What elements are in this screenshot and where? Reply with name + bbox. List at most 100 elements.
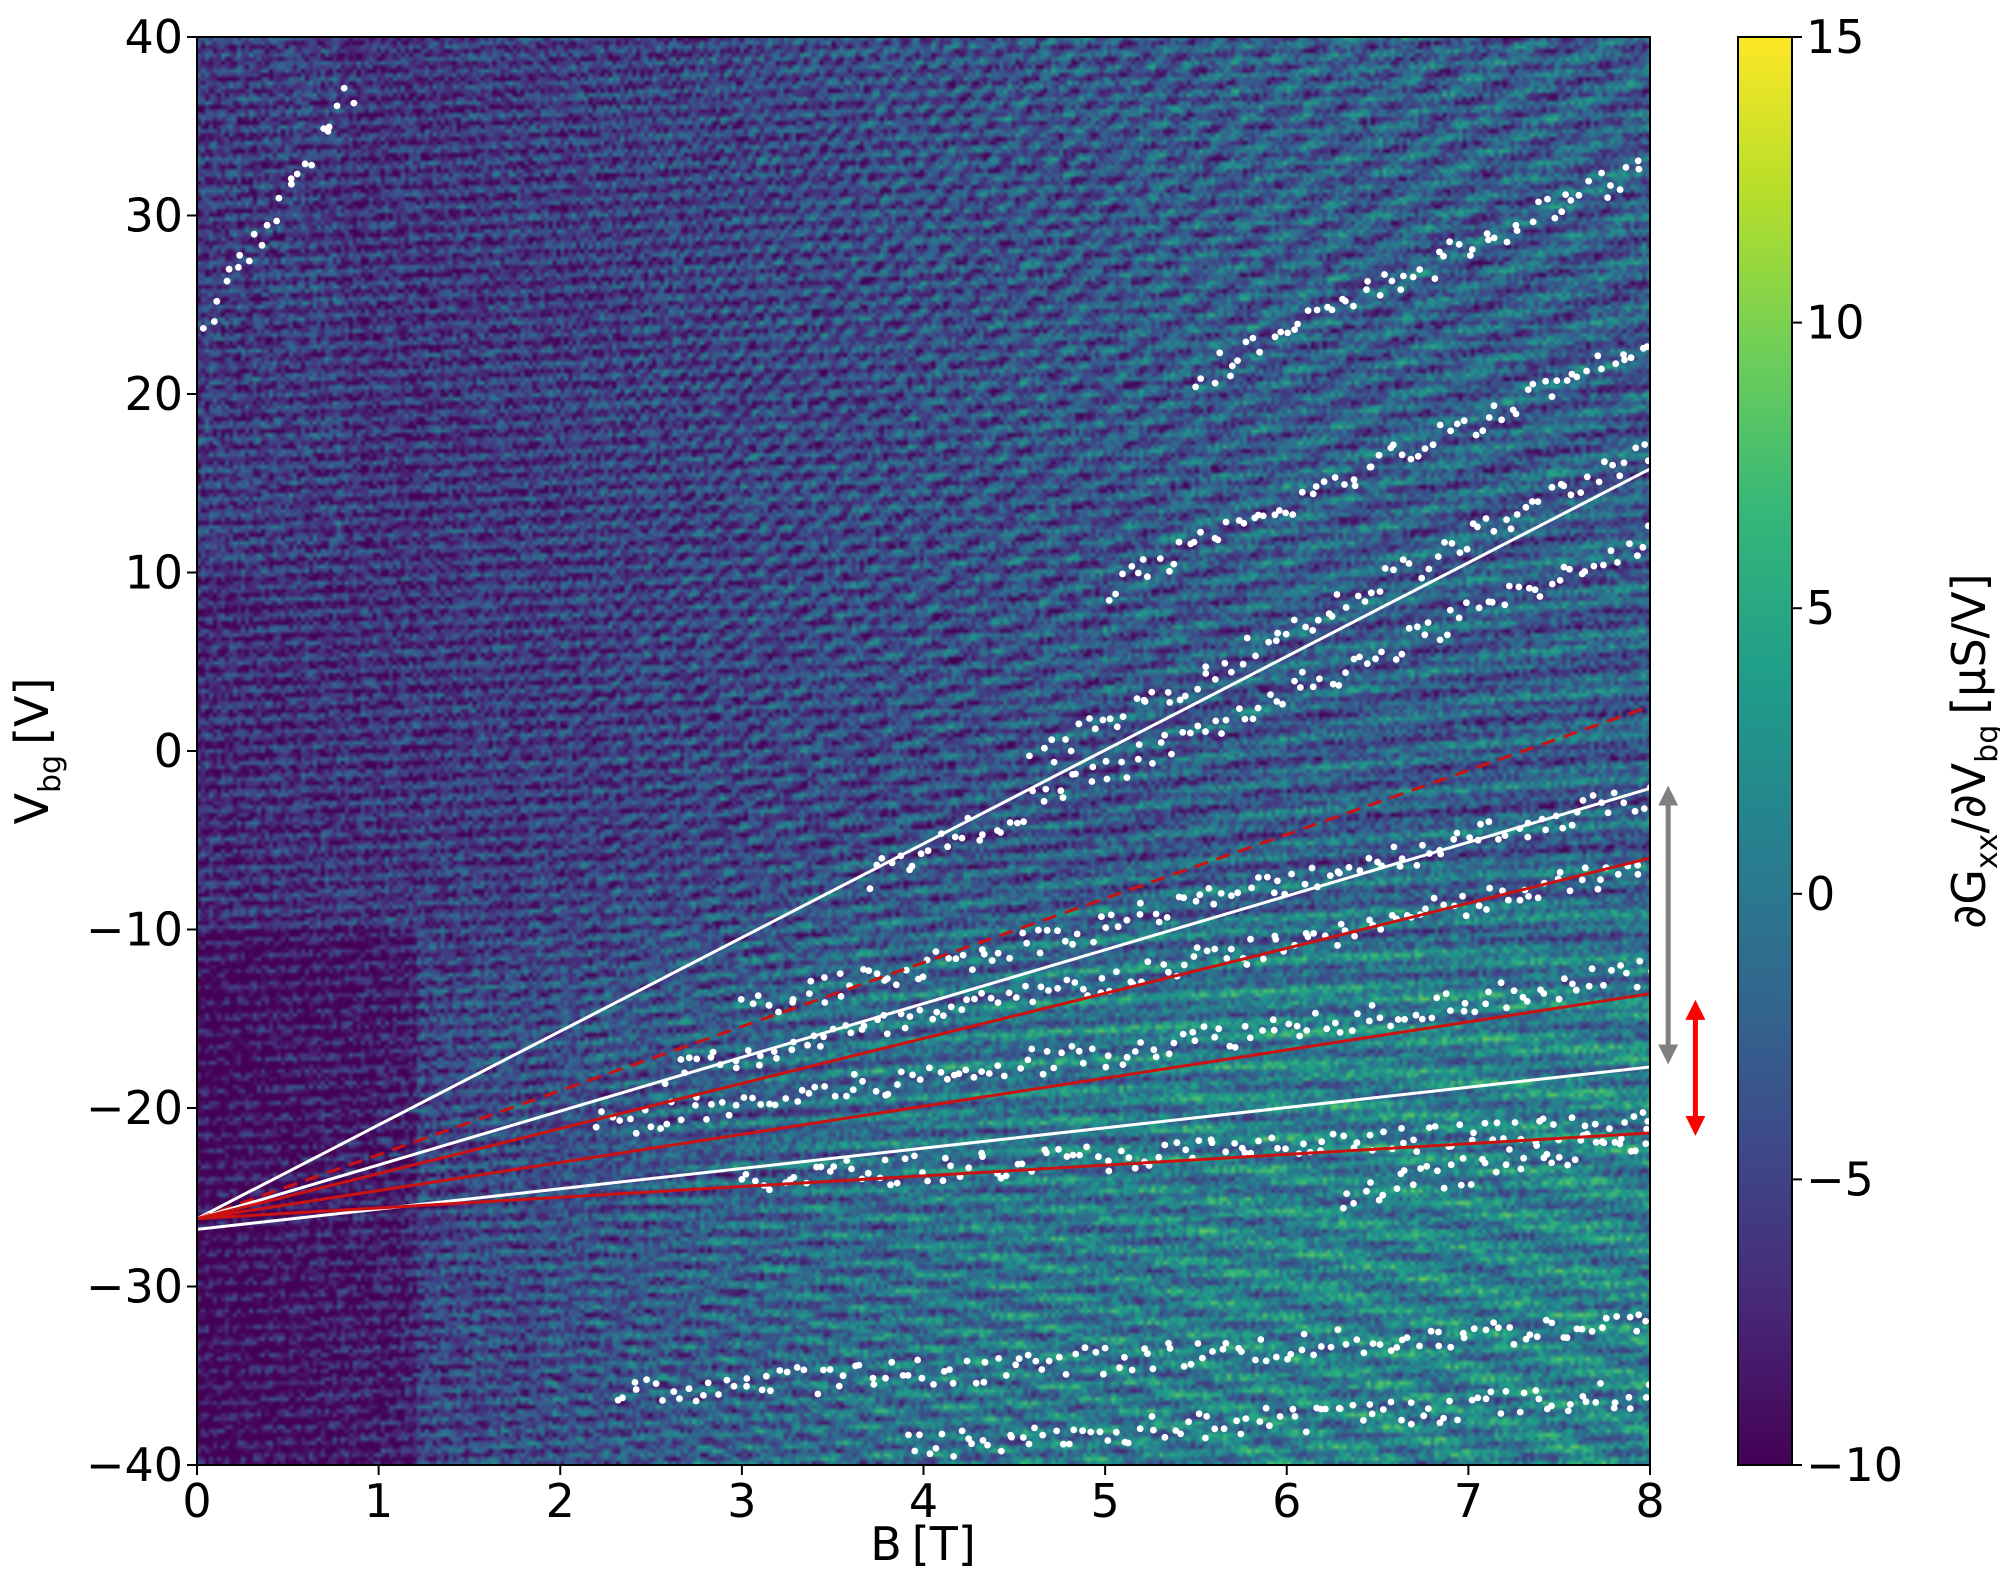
peak-marker [1387,1347,1395,1354]
peak-marker [1075,1047,1083,1055]
peak-marker [1194,685,1201,693]
peak-marker [930,1381,937,1388]
peak-marker [1197,375,1205,382]
peak-marker [955,1070,963,1078]
peak-marker [1161,1141,1169,1149]
peak-marker [751,1177,759,1185]
peak-marker [1256,1418,1264,1425]
y-tick-label: 30 [124,189,183,243]
peak-marker [1597,876,1604,884]
peak-marker [1164,689,1172,696]
peak-marker [1314,616,1322,624]
peak-marker [1192,383,1199,391]
y-tick-label: 0 [154,724,183,778]
peak-marker [1643,343,1650,351]
peak-marker [1323,1025,1331,1033]
peak-marker [1282,1145,1289,1153]
peak-marker [1342,604,1350,611]
peak-marker [1090,938,1097,946]
peak-marker [1397,286,1405,293]
peak-marker [1608,966,1615,974]
peak-marker [926,1064,933,1072]
peak-marker [703,1116,710,1123]
peak-marker [1620,799,1628,807]
colorbar-gradient [1737,36,1793,1466]
peak-marker [1266,1422,1273,1430]
peak-marker [1616,186,1624,194]
peak-marker [1567,197,1575,204]
peak-marker [1424,1405,1432,1412]
peak-marker [1241,1022,1249,1030]
peak-marker [793,1364,801,1371]
peak-marker [1039,1431,1047,1439]
peak-marker [1633,1327,1641,1335]
peak-marker [1626,1313,1634,1321]
peak-marker [1211,945,1219,953]
peak-marker [887,1181,894,1189]
x-axis-label: B [T] [870,1517,976,1571]
peak-marker [1257,1336,1265,1343]
peak-marker [794,1098,802,1105]
peak-marker [1196,891,1204,899]
peak-marker [1228,362,1236,370]
peak-marker [826,1168,834,1175]
peak-marker [1368,1410,1376,1418]
peak-marker [1062,1371,1070,1378]
peak-marker [1298,1346,1306,1354]
peak-marker [1291,326,1298,333]
peak-marker [308,161,315,169]
peak-marker [1249,715,1257,723]
peak-marker [1410,1136,1417,1144]
peak-marker [1087,1428,1095,1436]
peak-marker [1222,518,1230,526]
peak-marker [945,954,952,962]
peak-marker [1268,1134,1276,1142]
peak-marker [1442,990,1450,998]
peak-marker [693,1055,701,1063]
peak-marker [1221,659,1229,667]
peak-marker [1318,1138,1326,1146]
peak-marker [1189,1028,1197,1036]
peak-marker [1620,459,1628,467]
peak-marker [1309,683,1317,691]
peak-marker [926,1450,934,1458]
peak-marker [839,1372,847,1380]
peak-marker [1407,1399,1415,1406]
peak-marker [1149,1365,1157,1373]
peak-marker [1375,1196,1383,1204]
peak-marker [1023,939,1031,947]
peak-marker [866,885,874,893]
peak-marker [1187,729,1194,737]
peak-marker [1540,990,1548,997]
peak-marker [1212,717,1220,725]
peak-marker [1555,995,1563,1003]
peak-marker [1403,1334,1411,1341]
peak-marker [1135,741,1143,748]
peak-marker [1165,968,1172,976]
peak-marker [1571,1156,1579,1164]
peak-marker [1559,824,1567,832]
peak-marker [817,1163,825,1171]
fan-line [197,787,1650,1221]
peak-marker [1564,1161,1571,1169]
peak-marker [1405,560,1413,567]
peak-marker [1199,1354,1206,1362]
peak-marker [1651,854,1658,861]
peak-marker [789,996,797,1003]
peak-marker [1181,692,1189,700]
peak-marker [1137,1039,1144,1046]
peak-marker [1309,490,1317,498]
peak-marker [1231,1044,1239,1051]
peak-marker [1645,522,1650,530]
peak-marker [1627,354,1635,362]
peak-marker [740,1094,748,1101]
peak-marker [1088,1045,1096,1053]
y-tick-label: −10 [86,903,183,957]
peak-marker [1485,236,1492,244]
peak-marker [1242,338,1250,346]
peak-marker [807,977,815,985]
peak-marker [325,123,333,131]
peak-marker [1426,1124,1433,1131]
peak-marker [1440,1414,1447,1422]
peak-marker [1103,775,1111,783]
